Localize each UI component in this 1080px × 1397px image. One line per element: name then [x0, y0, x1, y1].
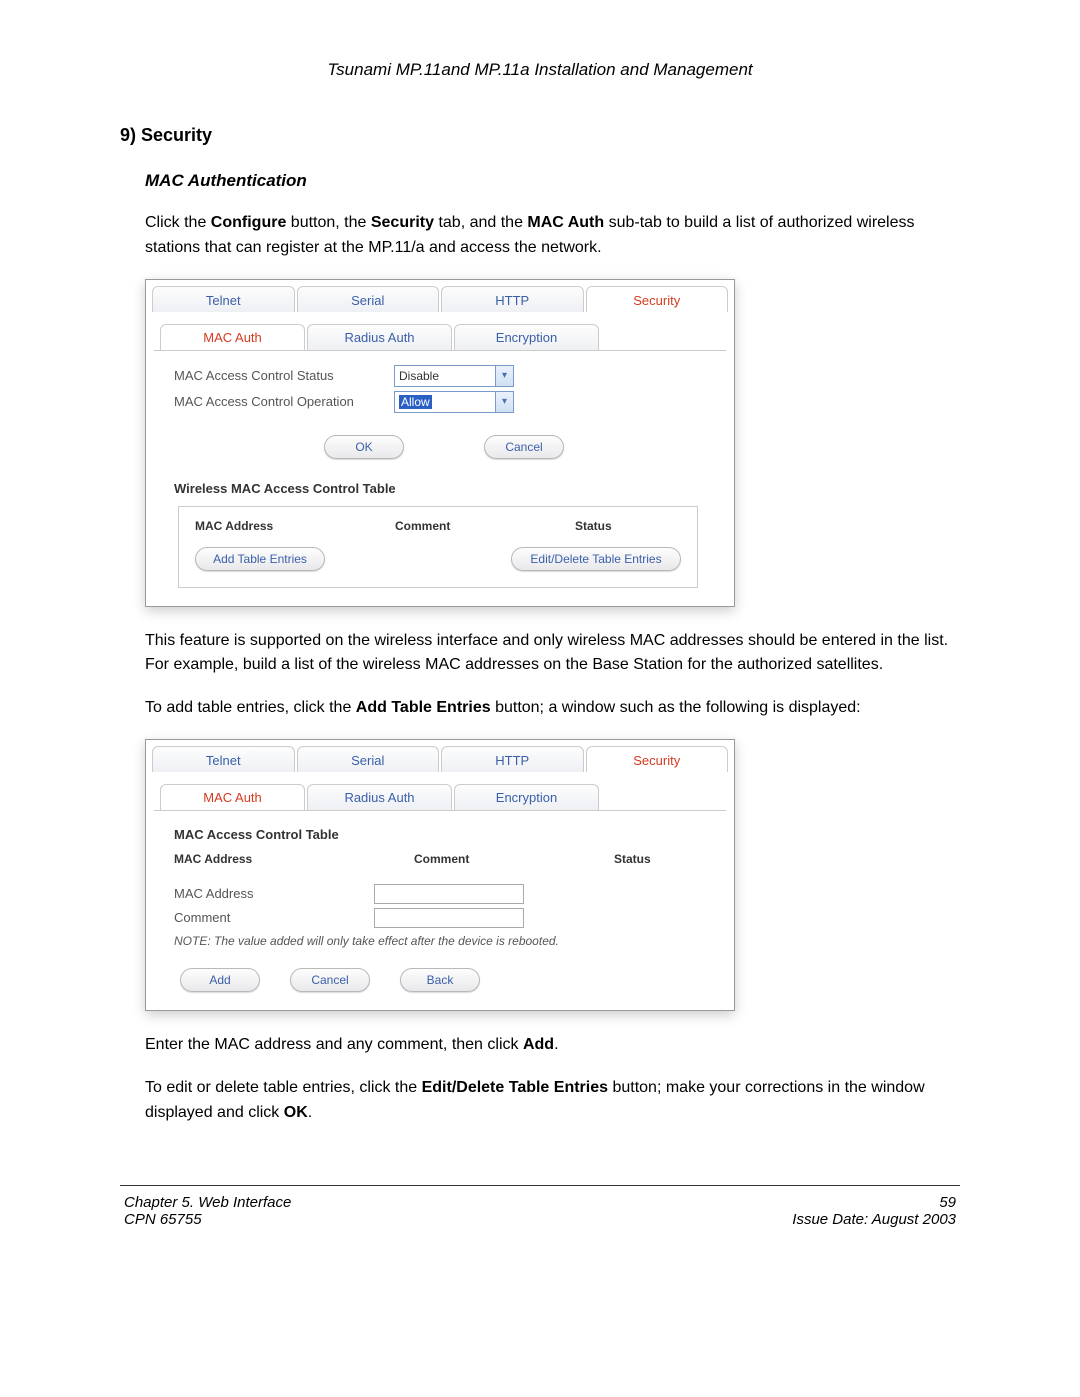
text: button; a window such as the following i…: [491, 699, 861, 716]
select-value: Disable: [399, 369, 439, 383]
sub-tab-row: MAC Auth Radius Auth Encryption: [146, 312, 734, 350]
col-status: Status: [614, 852, 714, 866]
paragraph-1: Click the Configure button, the Security…: [145, 211, 960, 261]
edit-delete-table-entries-button[interactable]: Edit/Delete Table Entries: [511, 547, 681, 571]
tab-serial[interactable]: Serial: [297, 286, 440, 312]
cancel-button[interactable]: Cancel: [484, 435, 564, 459]
subsection-heading: MAC Authentication: [145, 171, 960, 191]
screenshot-panel-1: Telnet Serial HTTP Security MAC Auth Rad…: [145, 279, 735, 607]
ok-button[interactable]: OK: [324, 435, 404, 459]
add-table-entries-button[interactable]: Add Table Entries: [195, 547, 325, 571]
tab-telnet[interactable]: Telnet: [152, 286, 295, 312]
button-row: OK Cancel: [174, 435, 714, 459]
label-mac-address: MAC Address: [174, 886, 374, 901]
footer-cpn: CPN 65755: [124, 1211, 291, 1228]
text: button, the: [286, 214, 371, 231]
add-button[interactable]: Add: [180, 968, 260, 992]
select-mac-operation[interactable]: Allow ▾: [394, 391, 514, 413]
subtab-encryption[interactable]: Encryption: [454, 784, 599, 810]
tab-security[interactable]: Security: [586, 746, 729, 772]
subtab-radius-auth[interactable]: Radius Auth: [307, 784, 452, 810]
text-bold: MAC Auth: [527, 214, 604, 231]
select-value: Allow: [399, 395, 432, 409]
paragraph-4: Enter the MAC address and any comment, t…: [145, 1033, 960, 1058]
tab-http[interactable]: HTTP: [441, 286, 584, 312]
comment-input[interactable]: [374, 908, 524, 928]
panel-body: MAC Access Control Status Disable ▾ MAC …: [146, 351, 734, 606]
text: To edit or delete table entries, click t…: [145, 1079, 422, 1096]
text: Click the: [145, 214, 211, 231]
tab-security[interactable]: Security: [586, 286, 729, 312]
text: To add table entries, click the: [145, 699, 356, 716]
tab-telnet[interactable]: Telnet: [152, 746, 295, 772]
subtab-radius-auth[interactable]: Radius Auth: [307, 324, 452, 350]
col-mac-address: MAC Address: [174, 852, 414, 866]
text: .: [308, 1104, 312, 1121]
table-title: MAC Access Control Table: [174, 827, 714, 842]
mac-address-input[interactable]: [374, 884, 524, 904]
main-tab-row: Telnet Serial HTTP Security: [146, 280, 734, 312]
paragraph-3: To add table entries, click the Add Tabl…: [145, 696, 960, 721]
button-row: Add Cancel Back: [180, 968, 714, 992]
footer-chapter: Chapter 5. Web Interface: [124, 1194, 291, 1211]
form-row-status: MAC Access Control Status Disable ▾: [174, 365, 714, 387]
table-header-row: MAC Address Comment Status: [195, 519, 681, 533]
col-comment: Comment: [395, 519, 575, 533]
screenshot-panel-2: Telnet Serial HTTP Security MAC Auth Rad…: [145, 739, 735, 1011]
label-comment: Comment: [174, 910, 374, 925]
table-title: Wireless MAC Access Control Table: [174, 481, 714, 496]
mac-table-box: MAC Address Comment Status Add Table Ent…: [178, 506, 698, 588]
footer-left: Chapter 5. Web Interface CPN 65755: [124, 1194, 291, 1228]
subtab-encryption[interactable]: Encryption: [454, 324, 599, 350]
footer-right: 59 Issue Date: August 2003: [792, 1194, 956, 1228]
back-button[interactable]: Back: [400, 968, 480, 992]
paragraph-5: To edit or delete table entries, click t…: [145, 1076, 960, 1126]
text-bold: OK: [284, 1104, 308, 1121]
sub-tab-row: MAC Auth Radius Auth Encryption: [146, 772, 734, 810]
document-header-title: Tsunami MP.11and MP.11a Installation and…: [120, 60, 960, 80]
text-bold: Security: [371, 214, 434, 231]
text: .: [554, 1036, 558, 1053]
page-footer: Chapter 5. Web Interface CPN 65755 59 Is…: [120, 1194, 960, 1228]
select-mac-status[interactable]: Disable ▾: [394, 365, 514, 387]
text-bold: Add: [523, 1036, 554, 1053]
subtab-mac-auth[interactable]: MAC Auth: [160, 324, 305, 350]
table-button-row: Add Table Entries Edit/Delete Table Entr…: [195, 547, 681, 571]
subtab-mac-auth[interactable]: MAC Auth: [160, 784, 305, 810]
col-status: Status: [575, 519, 675, 533]
label-mac-operation: MAC Access Control Operation: [174, 394, 394, 409]
text-bold: Add Table Entries: [356, 699, 491, 716]
footer-issue-date: Issue Date: August 2003: [792, 1211, 956, 1228]
text: tab, and the: [434, 214, 527, 231]
form-row-operation: MAC Access Control Operation Allow ▾: [174, 391, 714, 413]
section-heading: 9) Security: [120, 125, 960, 146]
paragraph-2: This feature is supported on the wireles…: [145, 629, 960, 679]
panel-body: MAC Access Control Table MAC Address Com…: [146, 811, 734, 1010]
form-row-comment: Comment: [174, 908, 714, 928]
text-bold: Edit/Delete Table Entries: [422, 1079, 608, 1096]
text-bold: Configure: [211, 214, 287, 231]
text: Enter the MAC address and any comment, t…: [145, 1036, 523, 1053]
chevron-down-icon: ▾: [495, 392, 513, 412]
label-mac-status: MAC Access Control Status: [174, 368, 394, 383]
col-mac-address: MAC Address: [195, 519, 395, 533]
note-text: NOTE: The value added will only take eff…: [174, 934, 714, 948]
tab-serial[interactable]: Serial: [297, 746, 440, 772]
form-row-mac-address: MAC Address: [174, 884, 714, 904]
chevron-down-icon: ▾: [495, 366, 513, 386]
main-tab-row: Telnet Serial HTTP Security: [146, 740, 734, 772]
col-comment: Comment: [414, 852, 614, 866]
footer-rule: [120, 1185, 960, 1186]
cancel-button[interactable]: Cancel: [290, 968, 370, 992]
table-header-row: MAC Address Comment Status: [174, 852, 714, 866]
tab-http[interactable]: HTTP: [441, 746, 584, 772]
footer-page-number: 59: [792, 1194, 956, 1211]
